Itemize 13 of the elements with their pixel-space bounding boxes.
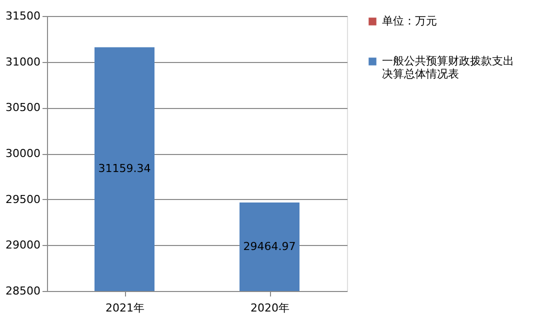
data-label: 29464.97: [243, 240, 296, 253]
y-tick-label: 31500: [6, 10, 40, 22]
y-tick-label: 31000: [6, 55, 40, 68]
y-tick-label: 29500: [6, 192, 40, 206]
y-tick-label: 30500: [6, 101, 40, 114]
legend-label: 一般公共预算财政拨款支出决算总体情况表: [382, 54, 514, 80]
x-tick-label: 2020年: [250, 302, 290, 314]
y-tick-label: 28500: [6, 284, 40, 298]
y-tick-label: 30000: [6, 147, 40, 160]
data-label: 31159.34: [98, 162, 151, 176]
legend-label: 单位：万元: [382, 14, 437, 28]
x-tick-label: 2021年: [106, 302, 144, 314]
y-tick-label: 29000: [6, 238, 40, 252]
